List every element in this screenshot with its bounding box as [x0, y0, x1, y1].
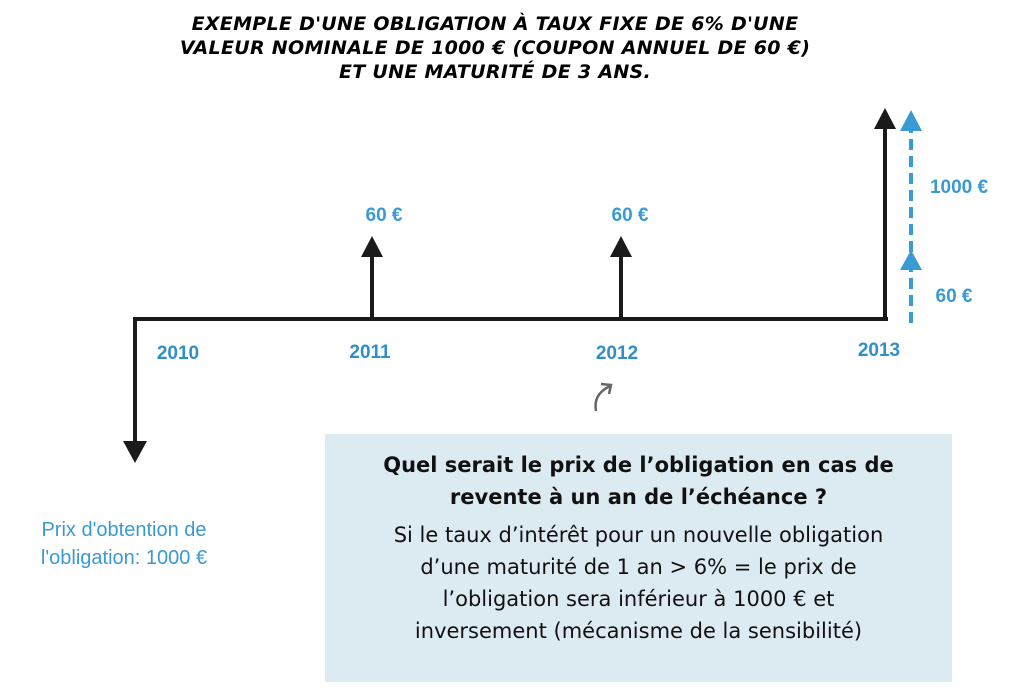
year-label-2010: 2010: [157, 343, 199, 364]
coupon-arrow-2012: [610, 236, 632, 319]
answer-text: Si le taux d’intérêt pour un nouvelle ob…: [325, 519, 952, 647]
answer-line-4: inversement (mécanisme de la sensibilité…: [414, 619, 863, 643]
purchase-line-2: l'obligation: 1000 €: [40, 547, 208, 569]
coupon-arrow-2011: [361, 236, 383, 319]
year-label-2013: 2013: [858, 340, 900, 361]
principal-dashed-arrow: [900, 110, 922, 252]
question-text: Quel serait le prix de l’obligation en c…: [325, 449, 952, 513]
coupon-label-2012: 60 €: [612, 205, 649, 226]
title-line-1: EXEMPLE D'UNE OBLIGATION À TAUX FIXE DE …: [191, 13, 799, 35]
question-line-2: revente à un an de l’échéance ?: [449, 485, 828, 509]
purchase-price-label: Prix d'obtention de l'obligation: 1000 €: [8, 516, 240, 572]
answer-line-3: l’obligation sera inférieur à 1000 € et: [442, 587, 835, 611]
year-label-2011: 2011: [349, 342, 391, 363]
curved-pointer-icon: [594, 382, 613, 412]
answer-line-2: d’une maturité de 1 an > 6% = le prix de: [420, 555, 857, 579]
purchase-line-1: Prix d'obtention de: [41, 519, 207, 541]
title-line-2: VALEUR NOMINALE DE 1000 € (COUPON ANNUEL…: [179, 37, 811, 59]
question-box: Quel serait le prix de l’obligation en c…: [325, 434, 952, 682]
coupon-label-2013: 60 €: [936, 286, 973, 307]
coupon-label-2011: 60 €: [366, 205, 403, 226]
year-label-2012: 2012: [596, 343, 638, 364]
principal-label-2013: 1000 €: [930, 177, 989, 198]
coupon-dashed-arrow-2013: [900, 250, 922, 323]
diagram-title: EXEMPLE D'UNE OBLIGATION À TAUX FIXE DE …: [120, 12, 870, 84]
question-line-1: Quel serait le prix de l’obligation en c…: [383, 453, 894, 477]
answer-line-1: Si le taux d’intérêt pour un nouvelle ob…: [393, 523, 884, 547]
maturity-arrow-2013: [874, 108, 896, 321]
title-line-3: ET UNE MATURITÉ DE 3 ANS.: [338, 61, 652, 83]
purchase-arrow: [123, 317, 147, 463]
